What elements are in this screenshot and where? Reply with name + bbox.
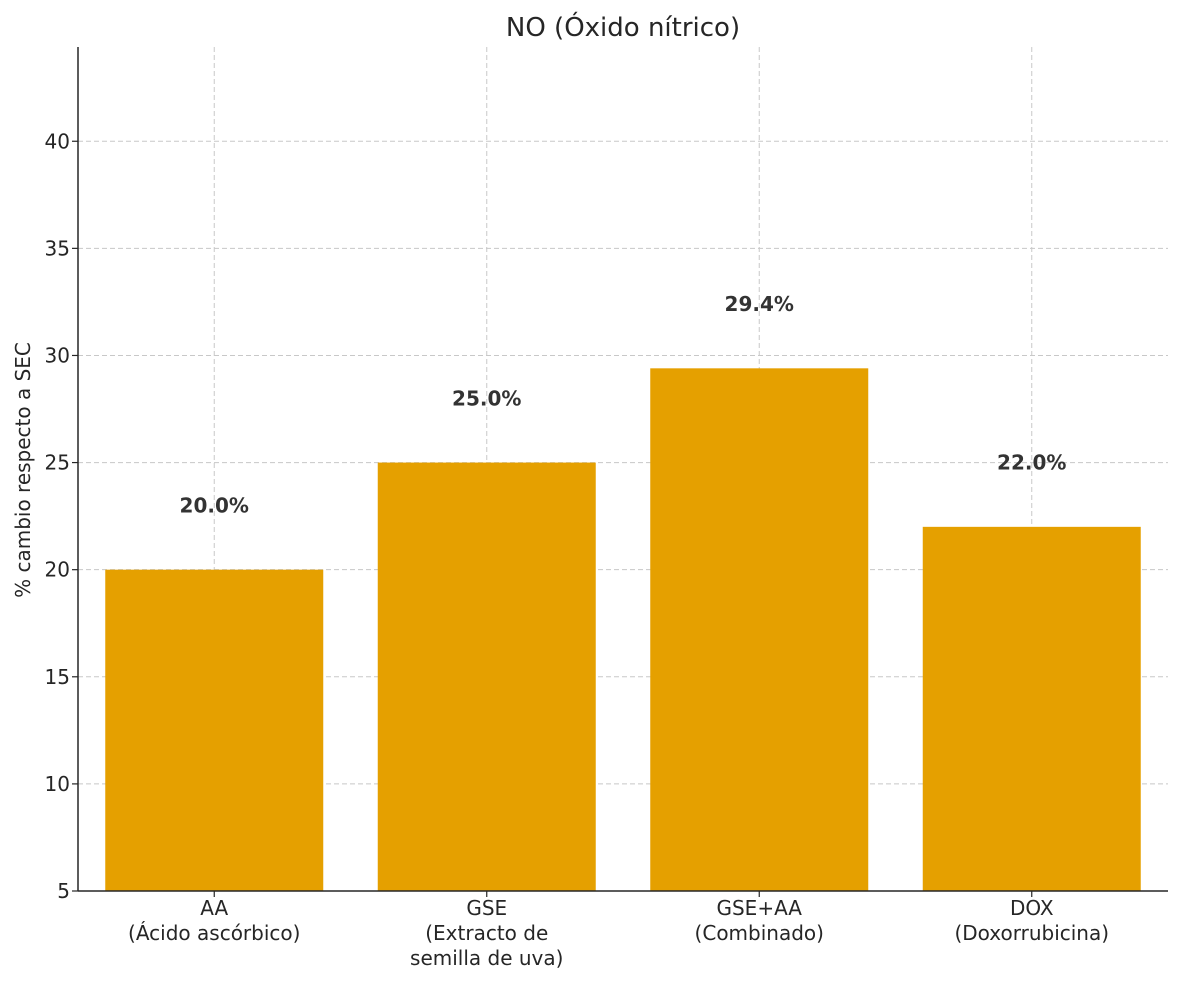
bar (922, 526, 1141, 891)
y-tick-label: 30 (45, 343, 70, 367)
x-tick-label: semilla de uva) (410, 946, 563, 970)
bar (377, 462, 596, 891)
x-tick-label: (Combinado) (695, 921, 824, 945)
y-tick-label: 10 (45, 772, 70, 796)
x-tick-label: (Extracto de (425, 921, 548, 945)
x-tick-label: GSE (466, 896, 507, 920)
data-label: 20.0% (180, 493, 249, 517)
data-label: 25.0% (452, 386, 521, 410)
y-tick-labels: 5 10 15 20 25 30 35 40 (45, 129, 78, 903)
data-label: 29.4% (725, 292, 794, 316)
bar (105, 569, 324, 891)
x-tick-label: AA (200, 896, 228, 920)
x-tick-label: DOX (1010, 896, 1054, 920)
axes (77, 47, 1168, 892)
y-tick-label: 15 (45, 665, 70, 689)
x-tick-labels: AA(Ácido ascórbico) GSE(Extracto desemill… (128, 891, 1109, 970)
x-tick-label: GSE+AA (716, 896, 802, 920)
y-axis-label: % cambio respecto a SEC (11, 342, 35, 598)
chart-title: NO (Óxido nítrico) (506, 11, 740, 43)
y-tick-label: 25 (45, 451, 70, 475)
y-tick-label: 35 (45, 236, 70, 260)
x-tick-label: (Doxorrubicina) (954, 921, 1109, 945)
bar (650, 368, 869, 891)
data-label: 22.0% (997, 451, 1066, 475)
y-tick-label: 40 (45, 129, 70, 153)
x-tick-label: (Ácido ascórbico) (128, 921, 300, 945)
bars (105, 368, 1141, 891)
data-labels: 20.0% 25.0% 29.4% 22.0% (180, 292, 1067, 517)
y-tick-label: 20 (45, 558, 70, 582)
y-tick-label: 5 (57, 879, 70, 903)
